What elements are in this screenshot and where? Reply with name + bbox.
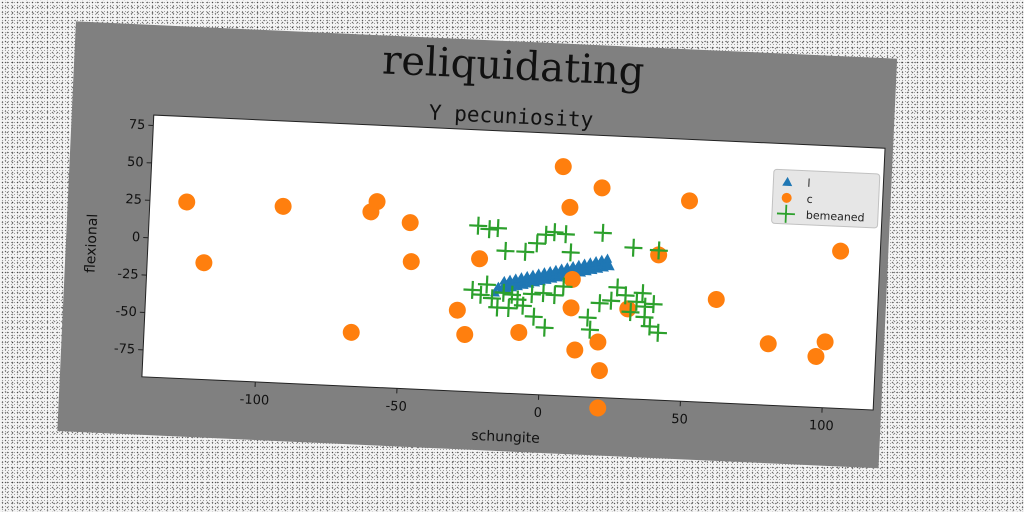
y-tick-label: 75 xyxy=(128,117,145,133)
plot-background xyxy=(141,114,886,411)
circle-point xyxy=(563,270,581,288)
circle-point xyxy=(681,192,699,210)
legend-label: c xyxy=(806,193,813,206)
plus-point xyxy=(494,283,513,302)
legend: lc bemeaned xyxy=(771,168,881,229)
y-tick-label: 0 xyxy=(132,230,141,245)
plus-point xyxy=(593,223,612,242)
circle-point xyxy=(510,323,528,341)
triangle-point xyxy=(602,253,613,263)
plus-point xyxy=(545,286,564,305)
circle-point xyxy=(195,254,213,272)
plus-point xyxy=(608,278,627,297)
plus-point xyxy=(624,238,643,257)
circle-point xyxy=(566,341,584,359)
circle-point xyxy=(368,193,386,211)
plus-point xyxy=(480,220,499,239)
plus-point xyxy=(648,323,668,342)
plot-area: -100 -50 0 50 100 75 50 25 0 -25 -50 -75 lc bemeaned xyxy=(114,114,886,434)
circle-point xyxy=(759,335,777,353)
plus-point xyxy=(496,241,515,260)
plus-point xyxy=(528,234,547,253)
series-1 xyxy=(178,158,850,417)
axis-ticks: -100 -50 0 50 100 75 50 25 0 -25 -50 -75 xyxy=(114,117,834,434)
plus-point xyxy=(621,303,640,322)
circle-point xyxy=(561,198,579,216)
circle-point xyxy=(589,399,607,417)
circle-point xyxy=(589,333,607,351)
legend-label: l xyxy=(807,177,811,190)
plus-point xyxy=(524,307,543,326)
y-tick-label: -75 xyxy=(114,342,136,358)
plus-point xyxy=(499,298,518,318)
circle-point xyxy=(816,333,834,351)
plus-point xyxy=(554,277,573,296)
plus-point xyxy=(644,295,663,314)
plus-point xyxy=(513,296,532,315)
plus-point xyxy=(534,284,553,303)
circle-point xyxy=(562,299,580,317)
plus-point xyxy=(488,219,508,238)
plus-point xyxy=(580,320,599,339)
x-tick-label: -100 xyxy=(239,392,269,408)
plus-point xyxy=(516,242,535,261)
plus-point xyxy=(535,318,554,337)
y-tick-label: -25 xyxy=(117,267,139,283)
plus-point xyxy=(536,225,556,244)
y-tick-label: 25 xyxy=(125,192,142,208)
circle-point xyxy=(274,197,292,215)
legend-marker xyxy=(776,204,795,223)
circle-point xyxy=(807,347,825,365)
legend-marker xyxy=(781,192,792,203)
y-tick-label: -50 xyxy=(115,304,137,320)
circle-point xyxy=(593,179,611,197)
y-tick-label: 50 xyxy=(127,155,144,171)
circle-point xyxy=(448,301,466,319)
plus-point xyxy=(590,294,609,313)
legend-marker xyxy=(782,176,793,187)
plus-point xyxy=(561,243,580,262)
triangle-point xyxy=(601,258,612,268)
circle-point xyxy=(590,362,608,380)
legend-frame xyxy=(771,168,881,229)
circle-point xyxy=(178,193,196,211)
circle-point xyxy=(342,323,360,341)
x-axis-label: schungite xyxy=(471,428,540,447)
circle-point xyxy=(554,158,572,176)
plus-point xyxy=(471,285,490,304)
plus-point xyxy=(477,275,496,294)
plus-point xyxy=(633,284,652,303)
circle-point xyxy=(707,290,725,308)
legend-label: bemeaned xyxy=(806,209,865,225)
series-2 xyxy=(463,216,668,342)
x-tick-label: 50 xyxy=(671,412,688,428)
plus-point xyxy=(578,308,597,327)
plus-point xyxy=(469,216,488,235)
circle-point xyxy=(401,214,419,232)
plus-point xyxy=(649,241,668,260)
data-marks xyxy=(178,158,850,417)
y-axis-label: flexional xyxy=(83,213,102,273)
plus-point xyxy=(463,280,482,299)
x-tick-label: 100 xyxy=(809,418,834,434)
plus-point xyxy=(556,225,575,244)
circle-point xyxy=(832,242,850,260)
x-tick-label: -50 xyxy=(385,399,407,415)
plus-point xyxy=(616,286,635,305)
plus-point xyxy=(522,285,541,304)
plus-point xyxy=(602,291,621,310)
plus-point xyxy=(545,223,564,242)
circle-point xyxy=(471,250,489,268)
circle-point xyxy=(456,326,474,344)
x-tick-label: 0 xyxy=(533,406,542,421)
circle-point xyxy=(402,253,420,271)
